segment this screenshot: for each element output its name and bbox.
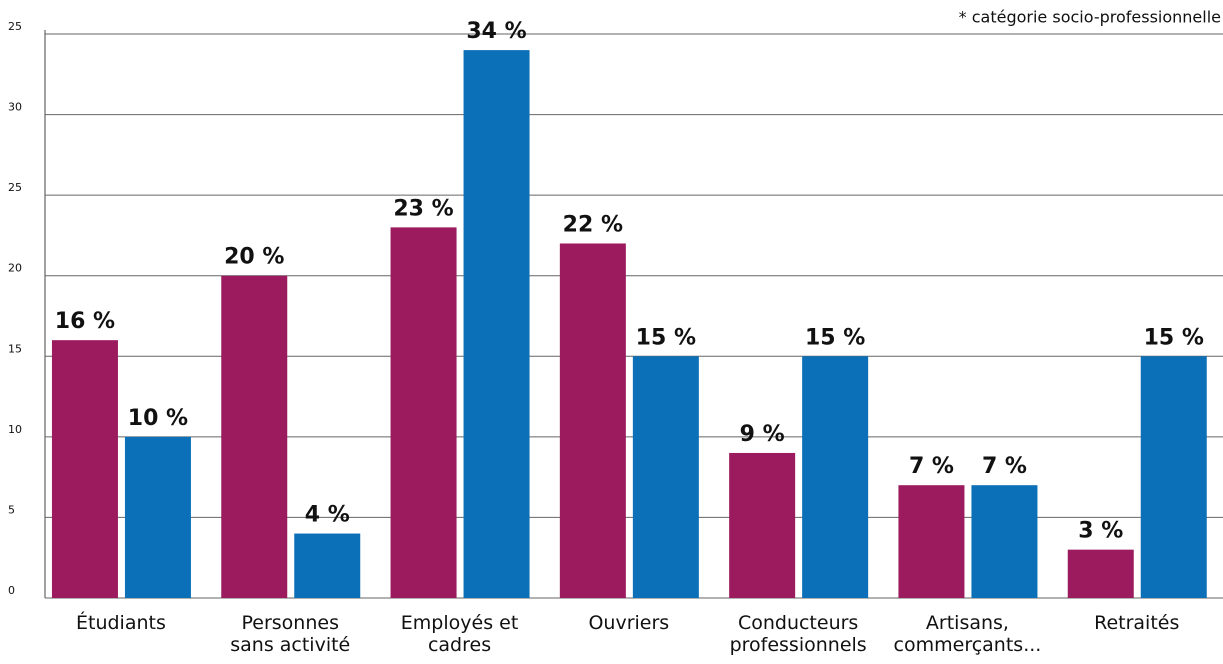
value-label: 16 %: [55, 309, 115, 334]
value-label: 10 %: [128, 406, 188, 431]
y-tick-label: 15: [8, 342, 22, 355]
x-tick-label: Artisans, commerçants...: [893, 612, 1042, 656]
annotation: * catégorie socio-professionnelle: [959, 8, 1221, 27]
bar: [390, 227, 457, 598]
bar: [898, 485, 965, 598]
bar: [1067, 549, 1134, 598]
value-label: 7 %: [909, 454, 954, 479]
x-tick-label: Ouvriers: [588, 612, 670, 634]
y-tick-label: 0: [8, 584, 15, 597]
value-label: 23 %: [393, 196, 453, 221]
y-tick-label: 25: [8, 181, 22, 194]
value-label: 15 %: [636, 325, 696, 350]
y-tick-label: 20: [8, 262, 22, 275]
y-tick-label: 10: [8, 423, 22, 436]
bar: [729, 452, 796, 598]
x-tick-label: Employés et cadres: [400, 612, 519, 656]
bar: [124, 436, 191, 598]
bar: [463, 50, 530, 599]
bar: [1140, 356, 1207, 598]
bar: [559, 243, 626, 598]
bar: [971, 485, 1038, 598]
value-label: 3 %: [1078, 519, 1123, 544]
x-tick-label: Personnes sans activité: [230, 612, 351, 656]
bar: [802, 356, 869, 598]
bar: [221, 275, 288, 598]
value-label: 4 %: [305, 503, 350, 528]
value-label: 15 %: [1144, 325, 1204, 350]
x-tick-label: Conducteurs professionnels: [729, 612, 867, 656]
value-label: 34 %: [466, 19, 526, 44]
y-tick-label: 25: [8, 20, 22, 33]
y-tick-label: 30: [8, 101, 22, 114]
value-label: 15 %: [805, 325, 865, 350]
bar: [51, 340, 118, 598]
value-label: 9 %: [740, 422, 785, 447]
x-tick-label: Étudiants: [76, 612, 166, 634]
value-label: 20 %: [224, 245, 284, 270]
y-tick-label: 5: [8, 503, 15, 516]
x-tick-label: Retraités: [1094, 612, 1180, 634]
value-label: 22 %: [563, 212, 623, 237]
bar: [632, 356, 699, 598]
value-label: 7 %: [982, 454, 1027, 479]
bar: [294, 533, 361, 598]
